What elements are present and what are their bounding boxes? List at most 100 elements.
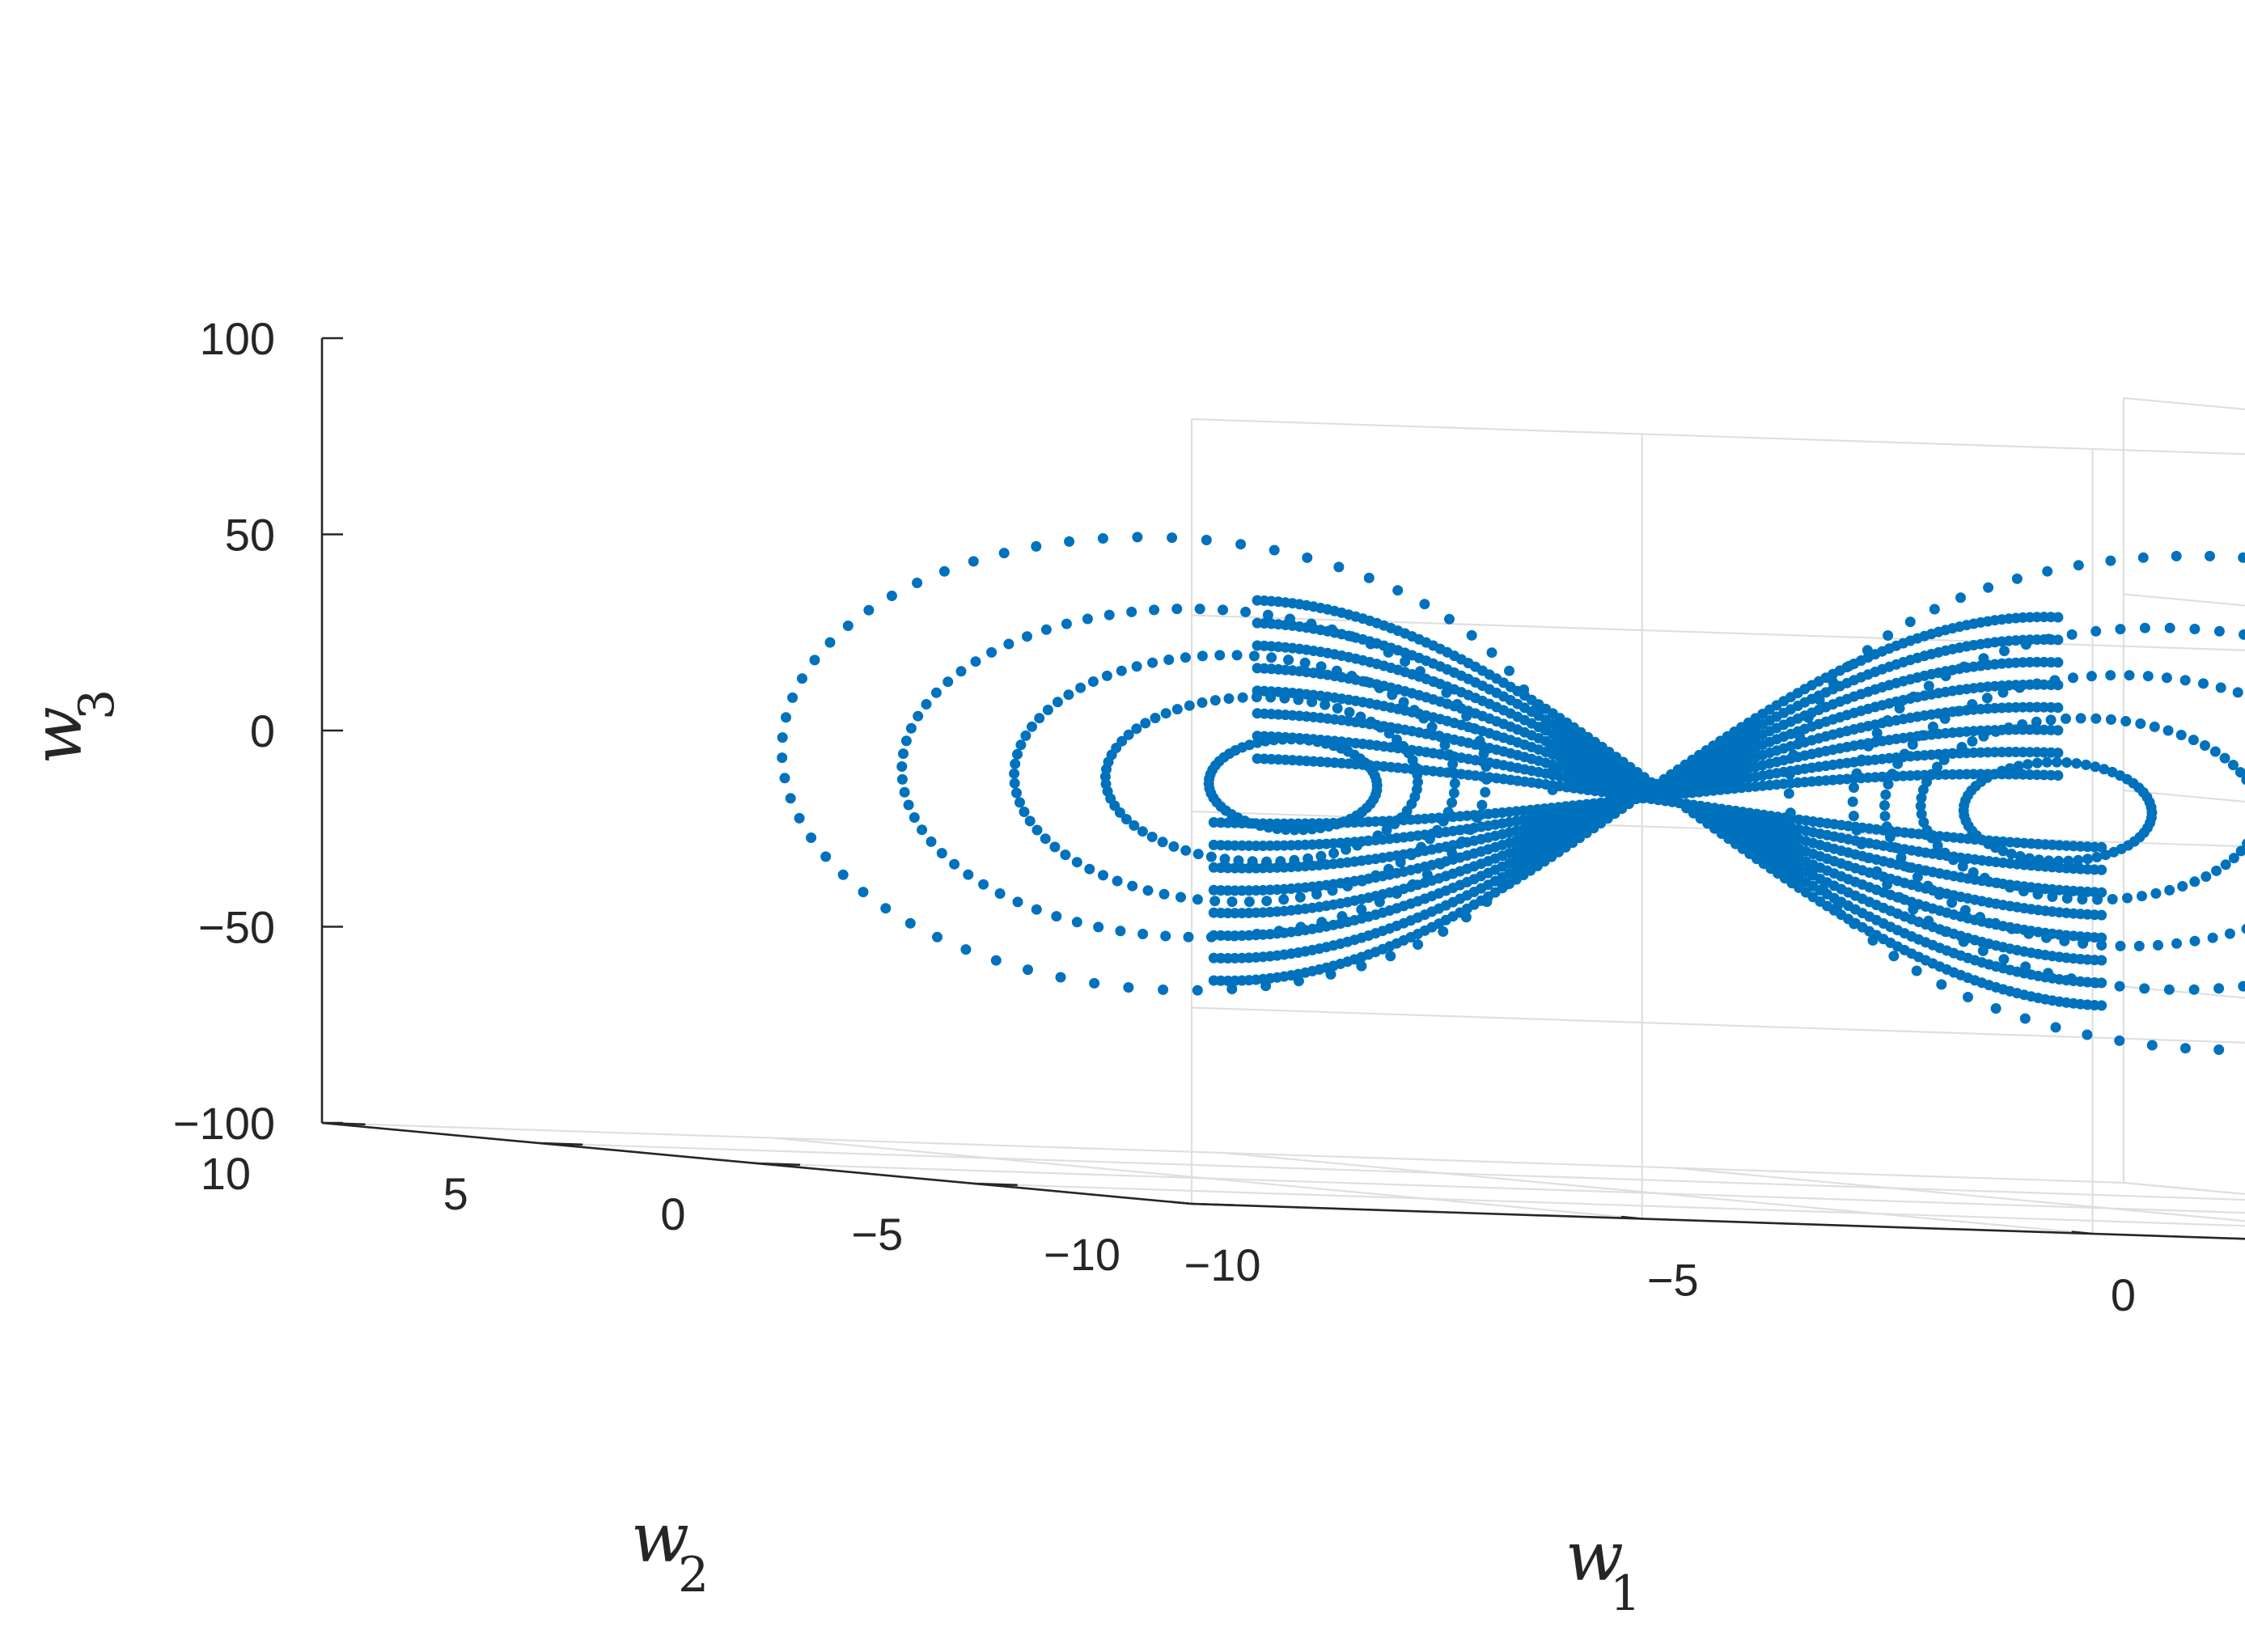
grid-line-floor-y bbox=[974, 1182, 2245, 1227]
trajectory-point bbox=[863, 604, 875, 616]
trajectory-point bbox=[2238, 981, 2245, 992]
trajectory-point bbox=[905, 722, 917, 734]
trajectory-point bbox=[2107, 894, 2118, 904]
trajectory-point bbox=[2061, 893, 2073, 904]
x-axis-label: w bbox=[1565, 1517, 1624, 1596]
trajectory-point bbox=[2150, 887, 2162, 899]
trajectory-point bbox=[2164, 884, 2175, 896]
trajectory-point bbox=[1116, 665, 1127, 676]
trajectory-point bbox=[994, 888, 1006, 899]
trajectory-point bbox=[1147, 657, 1159, 668]
trajectory-point bbox=[1082, 613, 1093, 625]
trajectory-point bbox=[1912, 871, 1923, 883]
trajectory-point bbox=[781, 712, 791, 723]
trajectory-point bbox=[1504, 665, 1514, 676]
trajectory-point bbox=[2090, 625, 2102, 637]
trajectory-point bbox=[2200, 740, 2210, 751]
trajectory-point bbox=[1055, 972, 1066, 983]
trajectory-point bbox=[2096, 841, 2107, 853]
trajectory-point bbox=[1159, 888, 1170, 900]
trajectory-point bbox=[913, 710, 924, 722]
trajectory-point bbox=[1983, 582, 1994, 593]
trajectory-point bbox=[2068, 672, 2078, 684]
z-tick-label: 50 bbox=[225, 510, 275, 561]
trajectory-point bbox=[1192, 985, 1203, 996]
trajectory-point bbox=[2139, 983, 2150, 994]
trajectory-point bbox=[903, 799, 914, 811]
z-tick-label: 100 bbox=[200, 313, 275, 364]
trajectory-point bbox=[1150, 713, 1161, 723]
trajectory-point bbox=[1231, 650, 1243, 661]
y-tick-label: −10 bbox=[1044, 1229, 1120, 1280]
trajectory-point bbox=[1344, 706, 1355, 718]
trajectory-point bbox=[1333, 561, 1345, 573]
trajectory-point bbox=[1183, 931, 1194, 942]
trajectory-point bbox=[1262, 609, 1273, 621]
trajectory-point bbox=[2207, 932, 2218, 943]
trajectory-point bbox=[787, 692, 798, 703]
trajectory-point bbox=[1328, 848, 1340, 859]
trajectory-point bbox=[1319, 699, 1331, 710]
trajectory-point bbox=[1214, 650, 1226, 661]
trajectory-point bbox=[806, 832, 817, 843]
trajectory-point bbox=[1103, 609, 1115, 621]
trajectory-point bbox=[2120, 716, 2132, 726]
trajectory-point bbox=[2188, 735, 2199, 746]
trajectory-point bbox=[1879, 800, 1890, 811]
trajectory-point bbox=[930, 687, 942, 698]
x-tick bbox=[1620, 1215, 1642, 1220]
trajectory-point bbox=[2137, 786, 2149, 798]
trajectory-point bbox=[1849, 782, 1859, 793]
trajectory-point bbox=[2162, 725, 2174, 736]
trajectory-point bbox=[1120, 814, 1132, 825]
trajectory-point bbox=[1034, 713, 1045, 724]
trajectory-point bbox=[1009, 777, 1020, 789]
trajectory-point bbox=[2201, 871, 2212, 882]
trajectory-point bbox=[2163, 984, 2175, 995]
trajectory-point bbox=[1392, 585, 1404, 596]
trajectory-point bbox=[1115, 926, 1126, 937]
trajectory-point bbox=[917, 824, 928, 836]
trajectory-point bbox=[1385, 951, 1396, 962]
trajectory-point bbox=[1014, 797, 1025, 808]
trajectory-point bbox=[1916, 808, 1927, 820]
trajectory-point bbox=[1031, 904, 1042, 915]
y-axis-label-sub: 2 bbox=[678, 1547, 709, 1603]
trajectory-point bbox=[2224, 928, 2235, 939]
trajectory-point bbox=[2171, 938, 2182, 949]
grid-line-wall-x-horz bbox=[2123, 396, 2245, 411]
trajectory-point bbox=[2135, 718, 2146, 729]
trajectory-point bbox=[2052, 725, 2064, 736]
trajectory-point bbox=[1040, 624, 1052, 635]
trajectory-point bbox=[2124, 670, 2135, 681]
trajectory-point bbox=[2045, 714, 2057, 726]
trajectory-point bbox=[2096, 932, 2107, 943]
trajectory-point bbox=[1009, 768, 1020, 779]
trajectory-point bbox=[949, 858, 960, 870]
x-tick-label: −5 bbox=[1647, 1255, 1699, 1306]
trajectory-point bbox=[1235, 539, 1247, 550]
y-tick-label: 5 bbox=[443, 1168, 468, 1219]
trajectory-points bbox=[777, 532, 2245, 1055]
trajectory-point bbox=[2146, 1040, 2158, 1051]
trajectory-point bbox=[1269, 544, 1280, 556]
trajectory-point bbox=[2052, 657, 2064, 668]
trajectory-point bbox=[1480, 786, 1491, 798]
trajectory-point bbox=[1299, 657, 1311, 668]
trajectory-point bbox=[2142, 671, 2154, 682]
trajectory-point bbox=[1918, 816, 1929, 828]
trajectory-point bbox=[2115, 940, 2126, 951]
trajectory-point bbox=[1093, 921, 1104, 933]
trajectory-point bbox=[1223, 693, 1235, 704]
trajectory-point bbox=[2041, 756, 2052, 768]
trajectory-point bbox=[1131, 661, 1142, 672]
trajectory-point bbox=[1904, 616, 1916, 628]
trajectory-point bbox=[1879, 811, 1891, 822]
trajectory-point bbox=[1131, 723, 1142, 735]
trajectory-point bbox=[1447, 797, 1458, 808]
trajectory-point bbox=[2050, 1022, 2061, 1033]
trajectory-point bbox=[2133, 940, 2145, 951]
trajectory-point bbox=[998, 548, 1010, 559]
trajectory-point bbox=[1783, 788, 1794, 799]
